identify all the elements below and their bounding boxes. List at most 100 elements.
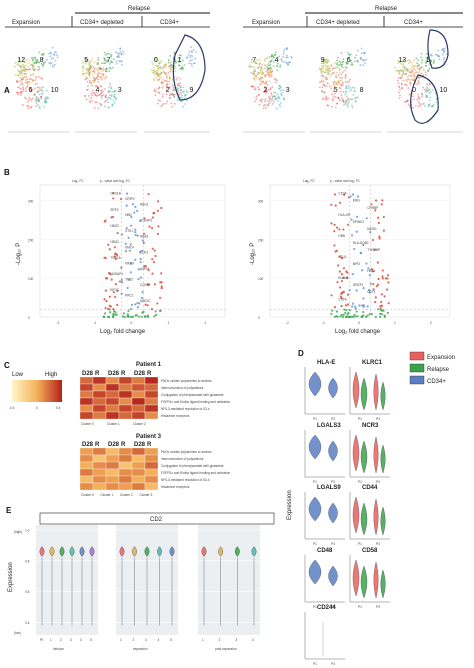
umap-point	[266, 103, 269, 106]
umap-point	[345, 75, 347, 78]
umap-point	[279, 102, 282, 104]
umap-point	[276, 99, 279, 102]
heatmap-cell	[92, 482, 107, 491]
umap-point	[264, 87, 267, 90]
umap-point	[115, 51, 118, 54]
umap-point	[354, 100, 357, 102]
umap-point	[398, 91, 400, 94]
umap-point	[98, 102, 101, 105]
umap-point	[35, 105, 38, 108]
volcano-gene-label: HLA-DQB1	[353, 241, 369, 245]
umap-point	[338, 68, 341, 71]
umap-point	[191, 55, 194, 58]
violin-shape	[360, 502, 368, 536]
umap-point	[52, 53, 55, 56]
volcano-point	[156, 209, 159, 212]
umap-point	[409, 68, 412, 70]
heatmap-row-label: Histamine receptors	[161, 414, 190, 418]
umap-cluster-label: 8	[360, 87, 364, 94]
umap-point	[37, 90, 40, 93]
umap-point	[189, 56, 191, 59]
umap-point	[342, 58, 345, 61]
heatmap-row-label: NFIL3-mediated resolution of ICLs	[161, 407, 210, 411]
volcano-point	[374, 301, 377, 304]
umap-point	[179, 82, 182, 85]
volcano-point	[343, 193, 346, 196]
umap-point	[152, 66, 155, 69]
umap-point	[351, 98, 354, 101]
umap-point	[157, 102, 159, 105]
umap-point	[330, 65, 333, 68]
volcano-point	[109, 311, 112, 314]
umap-point	[272, 60, 275, 63]
umap-point	[24, 67, 26, 70]
violin-e-xtick: 5	[170, 638, 172, 642]
umap-point	[157, 67, 160, 70]
umap-point	[271, 70, 274, 73]
legend-label-cd34: CD34+	[427, 379, 446, 385]
umap-point	[330, 87, 333, 90]
umap-point	[158, 86, 161, 89]
volcano-point	[104, 312, 107, 315]
umap-cluster-label: 5	[84, 57, 88, 64]
umap-point	[340, 73, 343, 76]
umap-point	[153, 90, 156, 92]
umap-point	[341, 99, 344, 102]
volcano-point	[115, 313, 118, 316]
umap-point	[270, 92, 273, 94]
umap-point	[401, 74, 404, 77]
umap-point	[96, 73, 99, 75]
umap-point	[159, 100, 162, 102]
volcano-point	[114, 253, 118, 256]
violin-e-ytick: 0.8	[25, 559, 30, 563]
heatmap-row-label: PAOs oxidise polyamines to amines	[161, 450, 212, 454]
heatmap-cell	[131, 482, 146, 491]
umap-point	[258, 62, 261, 65]
umap-point	[164, 64, 166, 67]
umap-point	[21, 91, 23, 93]
umap-point	[268, 74, 270, 77]
umap-point	[91, 94, 94, 97]
volcano-xtick-label: -2	[286, 321, 289, 325]
umap-point	[437, 49, 440, 52]
umap-point	[20, 83, 22, 86]
umap-point	[161, 104, 164, 106]
umap-point	[49, 55, 52, 58]
heatmap-cell	[92, 454, 107, 463]
volcano-gene-label: HBG1	[140, 202, 149, 206]
volcano-gene-label: CSTA	[338, 297, 347, 301]
umap-point	[154, 57, 157, 60]
volcano-gene-label: MEIS1	[367, 227, 377, 231]
volcano-point	[381, 313, 384, 316]
volcano-gene-label: SMC4	[125, 245, 134, 249]
umap-point	[278, 103, 281, 106]
umap-point	[253, 77, 256, 80]
umap-point	[173, 89, 176, 92]
volcano-point	[128, 249, 131, 252]
umap-point	[332, 97, 334, 100]
umap-point	[320, 74, 323, 77]
umap-point	[266, 65, 269, 68]
umap-point	[338, 99, 341, 102]
umap-point	[261, 98, 264, 101]
umap-point	[117, 54, 120, 57]
heatmap-row-label: Histamine receptors	[161, 485, 190, 489]
umap-point	[412, 74, 414, 77]
umap-point	[432, 103, 435, 106]
umap-point	[445, 53, 448, 55]
umap-point	[161, 96, 164, 98]
volcano-point	[342, 276, 345, 279]
umap-point	[179, 68, 182, 70]
umap-point	[425, 64, 427, 67]
volcano-point	[160, 286, 163, 290]
volcano-gene-label: STEAP2	[140, 219, 152, 223]
umap-point	[422, 69, 425, 71]
volcano-point	[120, 233, 123, 236]
heatmap-cell	[79, 383, 94, 392]
umap-point	[357, 49, 359, 52]
umap-point	[345, 61, 348, 64]
umap-point	[152, 71, 155, 74]
umap-point	[184, 93, 187, 96]
umap-point	[274, 81, 277, 84]
